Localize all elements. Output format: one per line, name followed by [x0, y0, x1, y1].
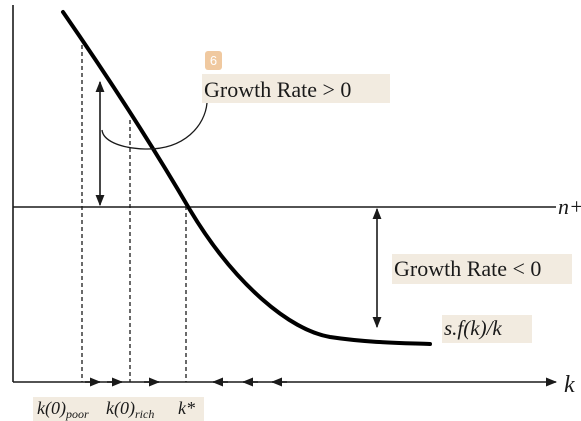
curve-label: s.f(k)/k [444, 316, 502, 340]
k0-rich-label: k(0)rich [106, 398, 154, 421]
number-badge [205, 51, 222, 70]
k-star-label: k* [178, 398, 195, 418]
growth-positive-label: Growth Rate > 0 [204, 77, 351, 102]
growth-negative-label: Growth Rate < 0 [394, 256, 541, 281]
k0-poor-label: k(0)poor [37, 398, 89, 421]
number-badge-text: 6 [210, 53, 217, 68]
x-axis-label: k [564, 372, 575, 398]
growth-callout-arc [101, 102, 208, 150]
savings-curve [61, 10, 432, 346]
n-plus-delta-label: n+δ [558, 194, 581, 219]
